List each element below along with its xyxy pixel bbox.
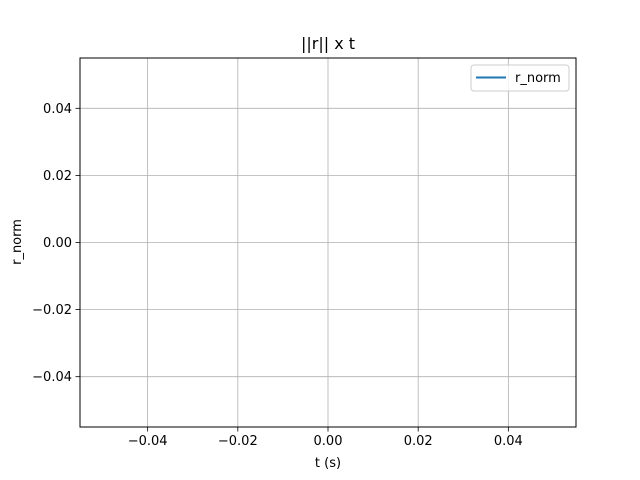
y-tick-label: −0.02 [32,303,72,318]
x-tick-label: 0.02 [404,434,433,449]
y-tick-label: −0.04 [32,370,72,385]
y-tick-label: 0.00 [43,236,72,251]
grid [80,58,576,427]
y-axis-ticks: −0.04 −0.02 0.00 0.02 0.04 [32,102,80,385]
y-tick-label: 0.02 [43,169,72,184]
legend-label-r_norm: r_norm [515,71,561,86]
x-axis-ticks: −0.04 −0.02 0.00 0.02 0.04 [128,427,523,449]
y-tick-label: 0.04 [43,102,72,117]
legend: r_norm [470,64,570,92]
x-tick-label: −0.02 [218,434,258,449]
x-tick-label: 0.00 [314,434,343,449]
x-tick-label: 0.04 [494,434,523,449]
chart-title: ||r|| x t [301,34,355,53]
x-axis-label: t (s) [315,456,341,471]
legend-box [470,64,570,92]
y-axis-label: r_norm [10,219,25,265]
x-tick-label: −0.04 [128,434,168,449]
